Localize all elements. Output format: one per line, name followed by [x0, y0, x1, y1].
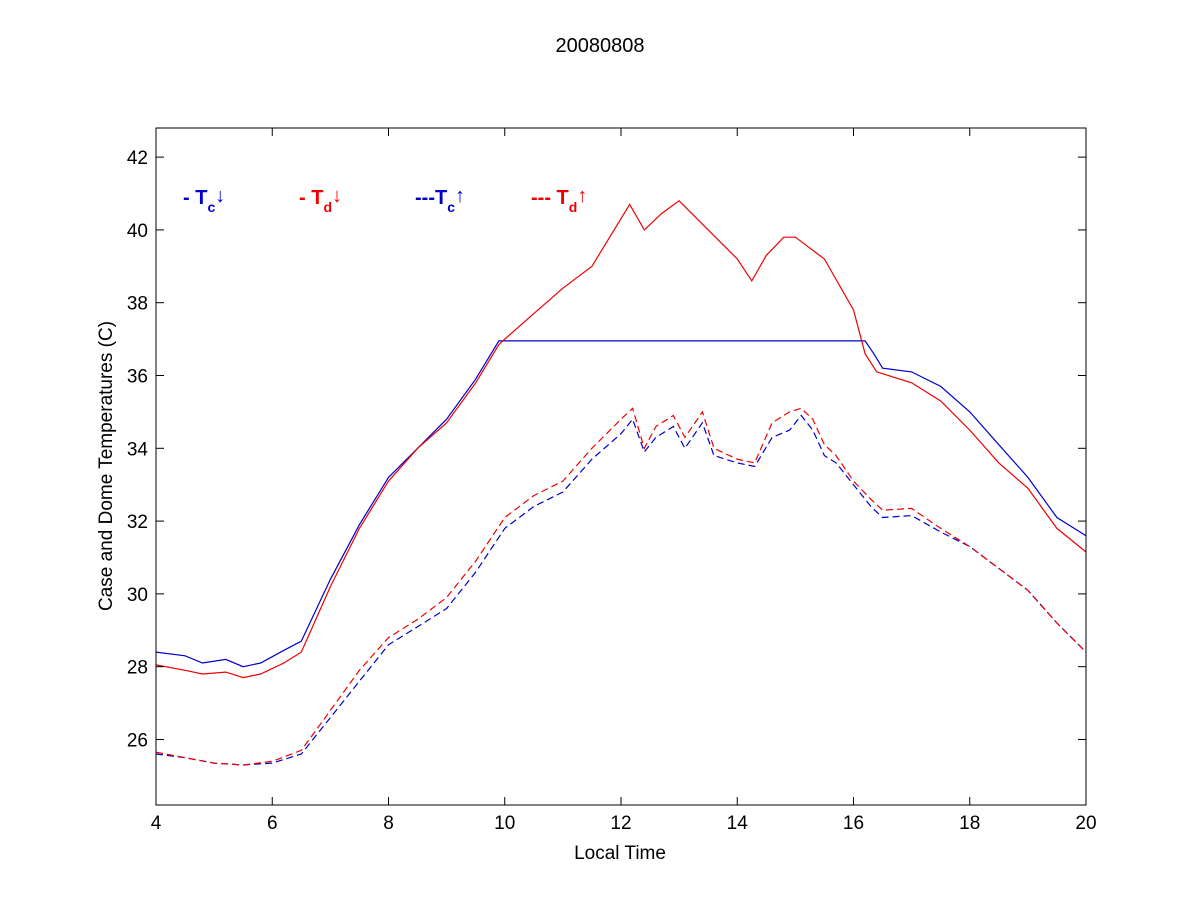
- y-tick-label: 28: [127, 658, 148, 679]
- legend-entry-3: ---Tc↑: [415, 185, 465, 215]
- y-axis-label: Case and Dome Temperatures (C): [96, 321, 117, 611]
- y-tick-label: 30: [127, 585, 148, 606]
- series-line-1: [155, 340, 1087, 668]
- x-tick-label: 4: [151, 813, 162, 834]
- tick-layer: 4 6 8 10 12 14 16 18 20 26 28 30 32 34 36 38 40 42: [127, 128, 1097, 834]
- x-tick-label: 16: [843, 813, 864, 834]
- y-tick-label: 36: [127, 367, 148, 388]
- series-line-4: [155, 407, 1087, 766]
- x-axis-label: Local Time: [574, 843, 666, 864]
- x-tick-label: 10: [494, 813, 515, 834]
- y-tick-label: 40: [127, 221, 148, 242]
- chart-title: 20080808: [556, 35, 645, 57]
- series-line-3: [155, 414, 1087, 766]
- x-tick-label: 20: [1075, 813, 1096, 834]
- y-tick-label: 42: [127, 148, 148, 169]
- y-tick-label: 32: [127, 512, 148, 533]
- plot-area: [156, 128, 1086, 805]
- y-tick-label: 34: [127, 439, 149, 460]
- x-tick-label: 6: [267, 813, 278, 834]
- y-tick-label: 26: [127, 730, 148, 751]
- y-tick-label: 38: [127, 294, 148, 315]
- series-line-2: [155, 200, 1087, 679]
- legend-entry-4: --- Td↑: [531, 185, 587, 215]
- legend: - Tc↓ - Td↓ ---Tc↑ --- Td↑: [183, 185, 587, 215]
- legend-entry-2: - Td↓: [299, 185, 342, 215]
- x-tick-label: 12: [610, 813, 631, 834]
- legend-entry-1: - Tc↓: [183, 185, 225, 215]
- x-tick-label: 14: [727, 813, 749, 834]
- series-layer: [155, 200, 1087, 766]
- x-tick-label: 8: [383, 813, 394, 834]
- x-tick-label: 18: [959, 813, 980, 834]
